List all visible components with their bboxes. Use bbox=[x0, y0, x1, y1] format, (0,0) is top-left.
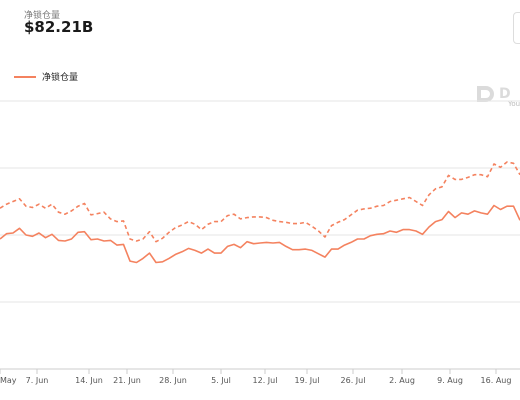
watermark-subtext: You bbox=[508, 100, 520, 108]
watermark: D bbox=[475, 84, 511, 104]
x-tick-label-2: 14. Jun bbox=[75, 376, 103, 385]
x-tick-label-9: 2. Aug bbox=[389, 376, 415, 385]
x-tick-label-1: 7. Jun bbox=[26, 376, 49, 385]
x-tick-label-10: 9. Aug bbox=[437, 376, 463, 385]
x-tick-label-3: 21. Jun bbox=[113, 376, 141, 385]
series-line-solid[interactable] bbox=[0, 204, 520, 264]
x-tick-label-11: 16. Aug bbox=[481, 376, 512, 385]
legend-swatch bbox=[14, 75, 36, 78]
metric-label: 净锁仓量 bbox=[24, 11, 61, 21]
x-tick-label-5: 5. Jul bbox=[211, 376, 231, 385]
x-tick-label-4: 28. Jun bbox=[159, 376, 187, 385]
x-tick-label-8: 26. Jul bbox=[341, 376, 366, 385]
corner-widget[interactable] bbox=[513, 12, 520, 44]
series-line-dashed[interactable] bbox=[0, 161, 520, 243]
watermark-text: D bbox=[499, 86, 511, 102]
logo-icon bbox=[477, 86, 494, 102]
x-tick-label-6: 12. Jul bbox=[253, 376, 278, 385]
metric-value: $82.21B bbox=[24, 18, 94, 36]
legend[interactable]: 净锁仓量 bbox=[14, 70, 78, 83]
x-tick-label-0: May bbox=[0, 376, 17, 385]
legend-label: 净锁仓量 bbox=[42, 73, 79, 83]
x-tick-label-7: 19. Jul bbox=[295, 376, 320, 385]
